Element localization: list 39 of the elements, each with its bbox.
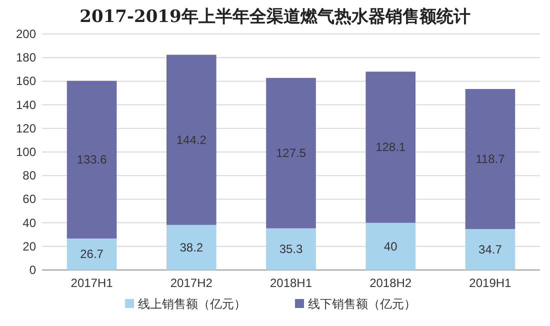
data-label: 144.2 (176, 132, 207, 147)
y-tick-label: 200 (16, 27, 36, 41)
data-label: 35.3 (279, 242, 303, 256)
x-tick-label: 2018H1 (270, 276, 312, 290)
x-tick-label: 2017H1 (70, 276, 114, 290)
data-label: 26.7 (80, 247, 104, 262)
bar (166, 224, 216, 270)
bar (366, 72, 416, 223)
x-tick-label: 2017H2 (170, 276, 213, 290)
data-label: 118.7 (476, 152, 506, 166)
bar (465, 229, 516, 270)
legend-label: 线上销售额（亿元） (138, 297, 246, 311)
bar (266, 228, 316, 270)
y-tick-label: 40 (22, 216, 36, 230)
bar (166, 54, 216, 225)
bar (465, 88, 516, 230)
bar (66, 80, 117, 238)
y-tick-label: 60 (22, 192, 36, 206)
data-label: 40 (384, 239, 398, 254)
bar (66, 238, 117, 270)
x-tick-label: 2018H2 (370, 276, 412, 290)
bar (366, 222, 416, 270)
data-label: 34.7 (478, 242, 502, 257)
x-tick-label: 2019H1 (469, 276, 512, 290)
y-tick-label: 0 (29, 263, 36, 277)
y-tick-label: 180 (16, 50, 36, 65)
y-tick-label: 100 (16, 145, 36, 159)
y-tick-label: 120 (16, 121, 36, 136)
legend-label: 线下销售额（亿元） (308, 297, 416, 311)
y-tick-label: 20 (22, 239, 36, 254)
data-label: 38.2 (180, 240, 204, 254)
y-tick-label: 160 (16, 74, 36, 88)
y-tick-label: 80 (22, 168, 36, 183)
data-label: 128.1 (376, 140, 406, 154)
bar (266, 78, 316, 228)
data-label: 133.6 (76, 152, 108, 167)
chart-title: 2017-2019年上半年全渠道燃气热水器销售额统计 (80, 7, 470, 27)
data-label: 127.5 (276, 146, 306, 160)
y-tick-label: 140 (16, 98, 36, 112)
